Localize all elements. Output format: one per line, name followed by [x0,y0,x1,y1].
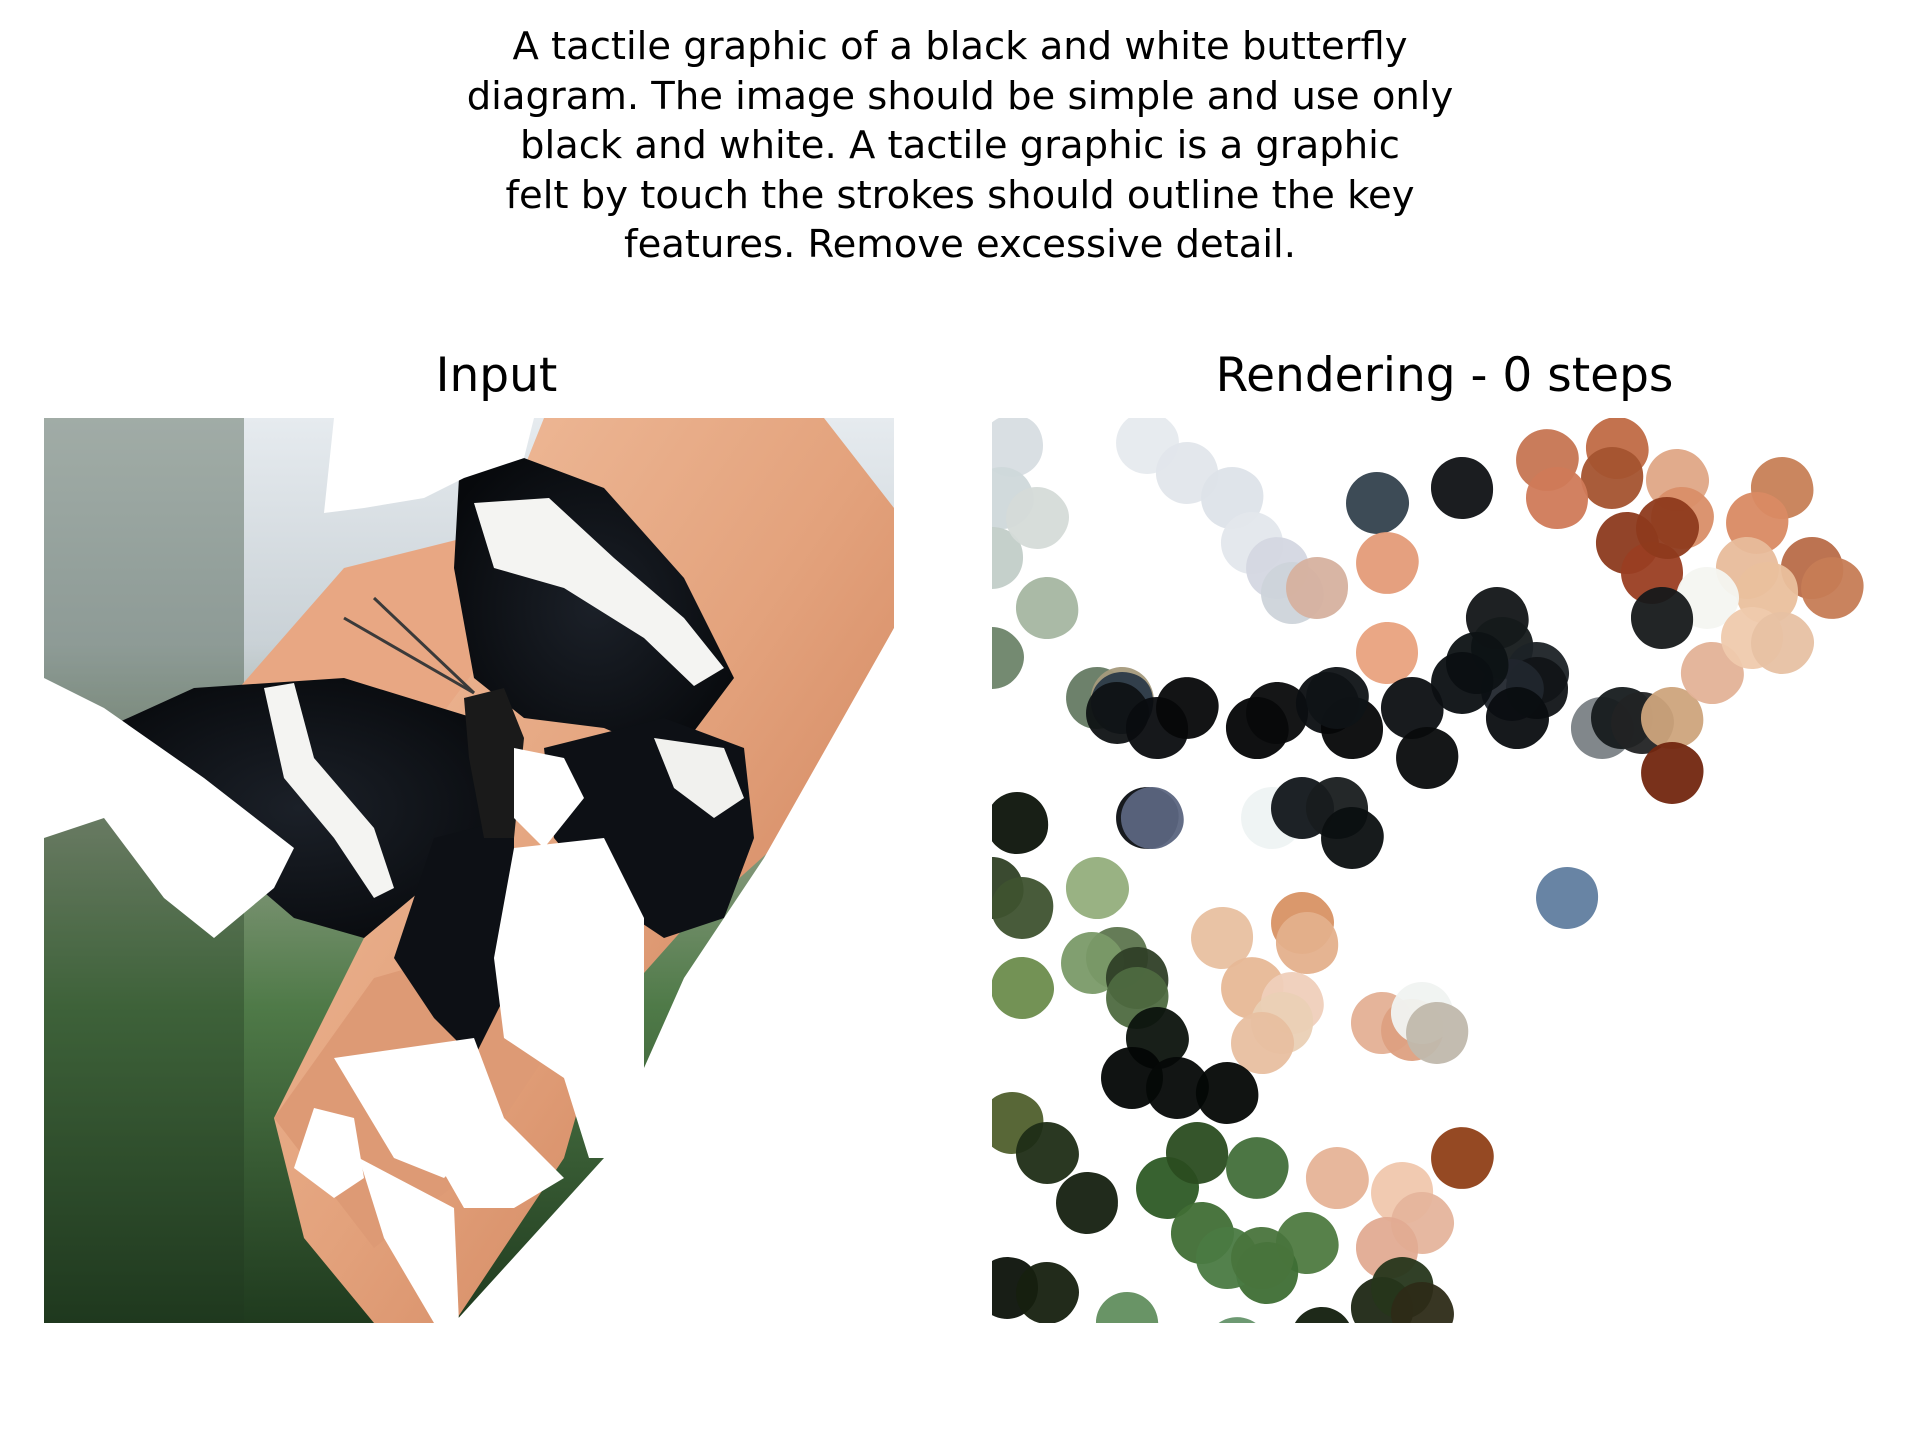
paint-stroke [1286,557,1349,619]
paint-stroke [1536,867,1599,929]
paint-stroke [1356,622,1418,684]
paint-stroke [1526,467,1588,529]
paint-stroke [1206,1317,1269,1323]
paint-stroke [1391,1282,1454,1323]
paint-stroke [1016,1262,1079,1323]
paint-stroke [1165,1121,1229,1185]
paint-stroke [1356,532,1419,594]
paint-stroke [1346,472,1410,534]
paint-stroke [1640,686,1704,750]
paint-stroke [1431,1127,1494,1189]
paint-stroke [1275,911,1339,975]
paint-stroke [1751,612,1814,674]
paint-stroke [1801,557,1864,619]
paint-stroke [1306,667,1369,729]
paint-stroke [1120,786,1184,850]
paint-stroke [1381,677,1444,739]
paint-stroke [1191,907,1254,969]
paint-stroke [1146,1057,1209,1119]
paint-stroke [1291,1307,1354,1323]
paint-stroke [1015,576,1079,640]
paint-stroke [1305,1146,1369,1210]
paint-stroke [1016,1122,1079,1184]
rendering-panel-title: Rendering - 0 steps [1215,348,1674,403]
paint-stroke [992,418,1043,477]
paint-stroke [1231,1012,1295,1074]
butterfly-photo [44,418,949,1323]
paint-stroke [1431,457,1493,519]
paint-stroke [1156,677,1219,739]
paint-stroke [1406,1002,1469,1064]
rendering-image [992,418,1897,1323]
paint-stroke [992,956,1054,1020]
paint-stroke [1485,686,1549,750]
paint-stroke [1636,497,1699,559]
paint-stroke [1246,682,1309,744]
input-image [44,418,949,1323]
paint-stroke [1396,727,1459,789]
paint-stroke [992,627,1024,689]
paint-stroke [992,877,1054,939]
paint-stroke [1226,1137,1289,1199]
stroke-rendering [992,418,1864,1323]
paint-stroke [992,792,1049,854]
paint-stroke [1641,742,1704,804]
paint-stroke [1321,807,1384,869]
paint-stroke [992,527,1023,589]
paint-stroke [1231,1227,1294,1289]
paint-stroke [1581,447,1644,509]
input-panel-title: Input [435,348,558,403]
prompt-text: A tactile graphic of a black and white b… [466,24,1454,267]
paint-stroke [1196,1062,1259,1124]
paint-stroke [1631,587,1693,649]
paint-stroke [1095,1291,1159,1323]
paint-stroke [1065,856,1129,920]
paint-stroke [1006,487,1069,549]
paint-stroke [1431,652,1494,714]
paint-stroke [1056,1172,1118,1234]
